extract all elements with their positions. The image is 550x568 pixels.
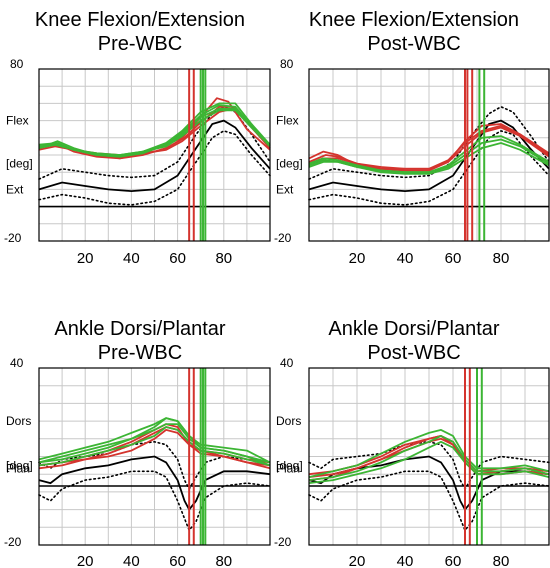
normal-sd-line-upper xyxy=(308,440,550,491)
x-tick-label: 80 xyxy=(215,553,232,568)
x-tick-label: 20 xyxy=(77,250,94,267)
chart-title: Knee Flexion/Extension xyxy=(35,9,245,31)
x-tick-label: 60 xyxy=(445,250,462,267)
y-axis-label-2: [deg] xyxy=(276,157,303,171)
chart-title: Ankle Dorsi/Plantar xyxy=(328,318,500,340)
normal-mean-line xyxy=(38,455,271,512)
y-axis-label-1: Flex xyxy=(276,114,299,128)
series-line-7 xyxy=(38,426,271,467)
chart-subtitle: Pre-WBC xyxy=(98,342,182,364)
x-tick-label: 80 xyxy=(493,553,510,568)
series-line-1 xyxy=(308,123,550,172)
chart-title: Knee Flexion/Extension xyxy=(309,9,519,31)
series-line-4 xyxy=(308,428,550,478)
series-line-5 xyxy=(308,434,550,481)
x-tick-label: 60 xyxy=(169,553,186,568)
normal-mean-line xyxy=(38,119,271,193)
plot-frame xyxy=(308,367,550,546)
y-axis-min-label: -20 xyxy=(4,535,22,549)
y-axis-label-1: Dors xyxy=(276,414,301,428)
plot-frame xyxy=(38,367,271,546)
normal-sd-line-lower xyxy=(308,130,550,206)
y-axis-max-label: 40 xyxy=(10,356,24,370)
x-tick-label: 80 xyxy=(215,250,232,267)
x-tick-label: 80 xyxy=(493,250,510,267)
chart-title: Ankle Dorsi/Plantar xyxy=(54,318,226,340)
gridlines xyxy=(309,69,549,241)
series-line-5 xyxy=(38,417,271,464)
plot-frame xyxy=(308,68,550,242)
x-tick-label: 20 xyxy=(77,553,94,568)
x-tick-label: 20 xyxy=(349,250,366,267)
y-axis-max-label: 80 xyxy=(280,57,294,71)
x-tick-label: 40 xyxy=(123,250,140,267)
y-axis-label-1: Dors xyxy=(6,414,31,428)
y-axis-label-3: Ext xyxy=(276,182,294,196)
series-line-6 xyxy=(308,440,550,484)
y-axis-label-3: Ext xyxy=(6,182,24,196)
y-axis-label-3: Plan xyxy=(6,461,30,475)
x-tick-label: 20 xyxy=(349,553,366,568)
normal-sd-line-lower xyxy=(38,130,271,206)
normal-mean-line xyxy=(308,119,550,193)
y-axis-min-label: -20 xyxy=(274,535,292,549)
x-tick-label: 60 xyxy=(445,553,462,568)
plot-frame xyxy=(38,68,271,242)
x-tick-label: 40 xyxy=(397,553,414,568)
x-tick-label: 60 xyxy=(169,250,186,267)
y-axis-max-label: 80 xyxy=(10,57,24,71)
series-line-6 xyxy=(38,423,271,464)
y-axis-label-1: Flex xyxy=(6,114,29,128)
chart-subtitle: Pre-WBC xyxy=(98,33,182,55)
y-axis-min-label: -20 xyxy=(274,231,292,245)
chart-subtitle: Post-WBC xyxy=(367,33,460,55)
y-axis-label-2: [deg] xyxy=(276,458,303,472)
y-axis-label-2: [deg] xyxy=(6,458,33,472)
y-axis-label-2: [deg] xyxy=(6,157,33,171)
x-tick-label: 40 xyxy=(397,250,414,267)
series-line-7 xyxy=(38,109,271,156)
normal-sd-line-lower xyxy=(38,470,271,532)
series-line-6 xyxy=(308,142,550,175)
y-axis-min-label: -20 xyxy=(4,231,22,245)
series-line-3 xyxy=(308,126,550,170)
y-axis-label-3: Plan xyxy=(276,461,300,475)
normal-sd-line-lower xyxy=(308,470,550,532)
series-line-3 xyxy=(38,428,271,470)
y-axis-max-label: 40 xyxy=(280,356,294,370)
normal-sd-line-upper xyxy=(38,440,271,491)
chart-subtitle: Post-WBC xyxy=(367,342,460,364)
x-tick-label: 40 xyxy=(123,553,140,568)
